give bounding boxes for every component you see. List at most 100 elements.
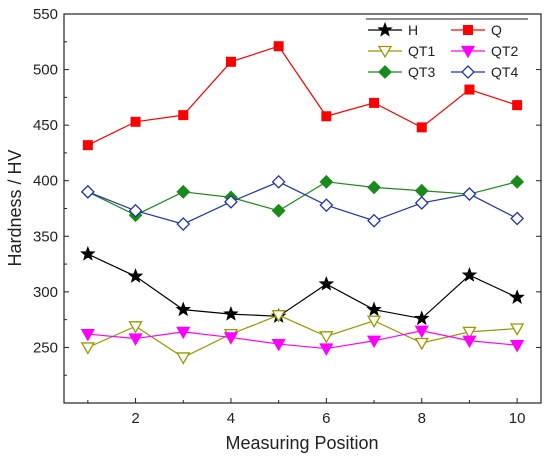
y-tick-label: 450 — [33, 117, 58, 134]
data-point — [224, 194, 238, 209]
data-point — [80, 184, 95, 199]
y-tick-label: 300 — [33, 284, 58, 301]
legend-label: QT1 — [408, 43, 435, 59]
data-point — [369, 97, 380, 108]
legend-label: QT4 — [491, 64, 518, 80]
y-tick-label: 350 — [33, 228, 58, 245]
legend-label: Q — [491, 22, 502, 38]
y-tick-label: 500 — [33, 62, 58, 79]
y-tick-label: 550 — [33, 6, 58, 23]
data-point — [128, 203, 143, 218]
x-axis-title: Measuring Position — [225, 433, 378, 453]
y-tick-label: 400 — [33, 173, 58, 190]
data-point — [80, 328, 95, 342]
data-point — [367, 180, 381, 195]
data-point — [414, 337, 429, 351]
data-point — [271, 310, 286, 323]
data-point — [176, 217, 191, 231]
legend-label: QT2 — [491, 43, 518, 59]
data-point — [225, 56, 236, 67]
legend-label: QT3 — [408, 64, 435, 80]
x-tick-label: 2 — [131, 410, 139, 427]
data-point — [128, 321, 143, 334]
data-point — [130, 116, 141, 127]
data-point — [319, 331, 334, 344]
data-point — [82, 140, 93, 151]
series-line — [87, 314, 518, 359]
x-tick-label: 6 — [322, 410, 330, 427]
data-point — [414, 196, 429, 210]
legend-item-q: Q — [451, 22, 502, 38]
data-point — [414, 310, 430, 326]
legend: H Q QT1 QT2 QT3 QT4 — [366, 18, 528, 80]
series-qt2 — [80, 325, 525, 356]
data-point — [223, 305, 239, 321]
data-point — [271, 174, 286, 189]
data-point — [271, 338, 286, 352]
data-point — [414, 183, 429, 198]
data-point — [512, 100, 523, 111]
data-point — [319, 343, 334, 356]
legend-marker — [377, 45, 393, 59]
data-point — [462, 326, 477, 340]
data-point — [319, 174, 334, 189]
series-line — [87, 181, 518, 216]
data-point — [367, 213, 381, 228]
data-point — [462, 187, 477, 201]
data-point — [319, 198, 334, 213]
data-point — [366, 301, 382, 317]
series-line — [87, 253, 518, 320]
legend-item-qt1: QT1 — [368, 43, 435, 59]
data-point — [175, 301, 191, 317]
data-point — [366, 335, 382, 349]
x-tick-label: 8 — [418, 410, 426, 427]
data-point — [271, 203, 286, 218]
data-point — [128, 333, 143, 346]
data-point — [176, 352, 191, 365]
series-line — [87, 45, 518, 146]
series-line — [87, 330, 518, 350]
x-tick-label: 4 — [227, 410, 235, 427]
data-point — [80, 245, 96, 261]
series-line — [87, 181, 518, 225]
data-point — [127, 268, 144, 283]
legend-marker — [377, 21, 393, 37]
data-point — [223, 332, 239, 345]
data-point — [510, 211, 525, 226]
x-tick-label: 10 — [509, 410, 526, 427]
legend-item-qt3: QT3 — [368, 64, 435, 80]
data-point — [510, 323, 525, 336]
legend-item-qt4: QT4 — [451, 64, 518, 80]
data-point — [318, 275, 335, 291]
data-point — [461, 267, 478, 282]
legend-item-qt2: QT2 — [451, 43, 518, 59]
data-point — [273, 41, 284, 52]
legend-marker — [460, 45, 476, 59]
data-point — [464, 84, 475, 95]
legend-item-h: H — [368, 21, 418, 38]
data-point — [416, 122, 427, 133]
series-q — [82, 41, 523, 151]
legend-marker — [461, 65, 475, 79]
data-point — [366, 315, 382, 329]
data-point — [510, 174, 525, 189]
y-axis-title: Hardness / HV — [5, 149, 25, 266]
data-point — [414, 325, 429, 339]
series-layer — [80, 41, 525, 365]
data-point — [462, 335, 477, 349]
legend-marker — [378, 65, 392, 79]
legend-marker — [463, 25, 473, 35]
y-axis: 250 300 350 400 450 500 550 — [33, 6, 541, 376]
data-point — [80, 342, 95, 355]
data-point — [509, 289, 525, 305]
legend-label: H — [408, 22, 418, 38]
data-point — [176, 326, 191, 340]
y-tick-label: 250 — [33, 339, 58, 356]
data-point — [321, 111, 332, 122]
x-axis: 2 4 6 8 10 — [87, 398, 526, 427]
series-h — [80, 245, 525, 326]
data-point — [178, 110, 189, 121]
data-point — [176, 184, 191, 199]
